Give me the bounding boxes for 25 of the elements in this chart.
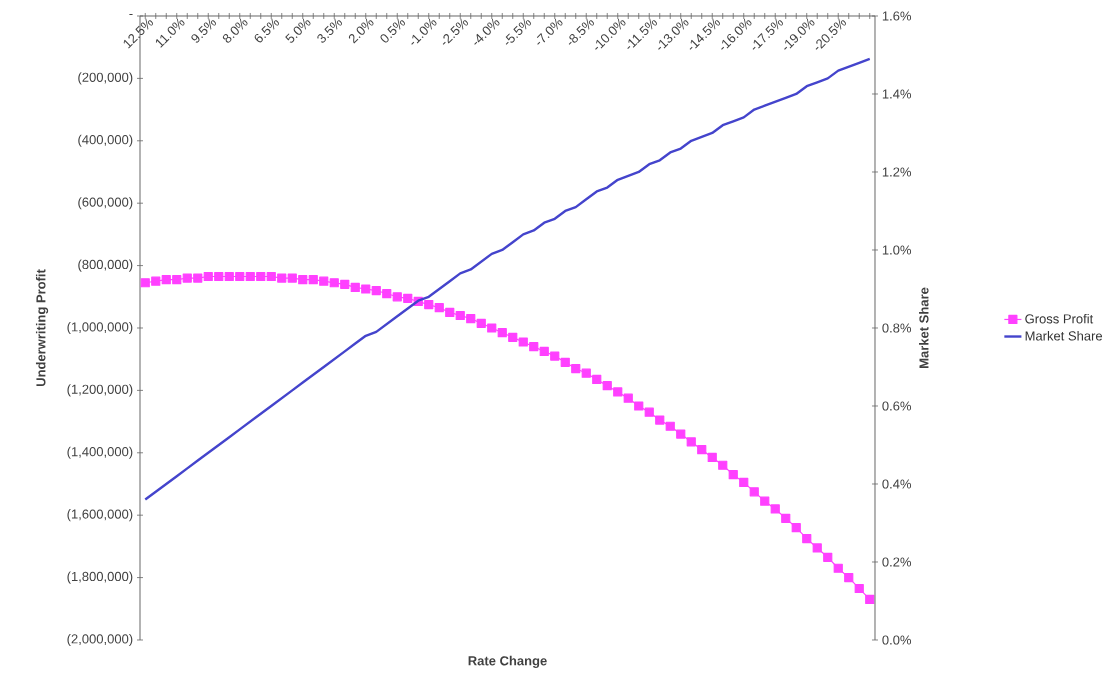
legend-label: Market Share (1025, 330, 1103, 341)
y2-tick-label: 0.8% (882, 323, 912, 333)
legend-label: Gross Profit (1025, 313, 1094, 324)
y-tick-label: (1,600,000) (67, 509, 133, 522)
y2-tick-label: 0.0% (882, 635, 912, 645)
y-tick-label: (1,400,000) (67, 446, 133, 459)
y-tick-label: (1,200,000) (67, 384, 133, 397)
y-tick-label: (2,000,000) (67, 633, 133, 647)
y-tick-label: (200,000) (78, 72, 133, 85)
y2-tick-label: 0.6% (882, 401, 912, 411)
y2-tick-label: 0.4% (882, 479, 912, 489)
y2-tick-label: 1.2% (882, 167, 912, 177)
y2-tick-label: 1.4% (882, 89, 912, 99)
y-tick-label: (1,800,000) (67, 571, 133, 584)
y-tick-label: (800,000) (78, 259, 133, 272)
y2-tick-label: 1.6% (882, 11, 912, 21)
y2-axis-title: Market Share (919, 287, 929, 368)
y-axis-title: Underwriting Profit (35, 269, 49, 387)
y-tick-label: (600,000) (78, 197, 133, 210)
y-tick-label: (1,000,000) (67, 321, 133, 335)
y2-tick-label: 0.2% (882, 557, 912, 567)
y-tick-label: - (129, 14, 133, 16)
y2-tick-label: 1.0% (882, 245, 912, 255)
y-tick-label: (400,000) (78, 134, 133, 147)
x-axis-title: Rate Change (468, 655, 547, 669)
